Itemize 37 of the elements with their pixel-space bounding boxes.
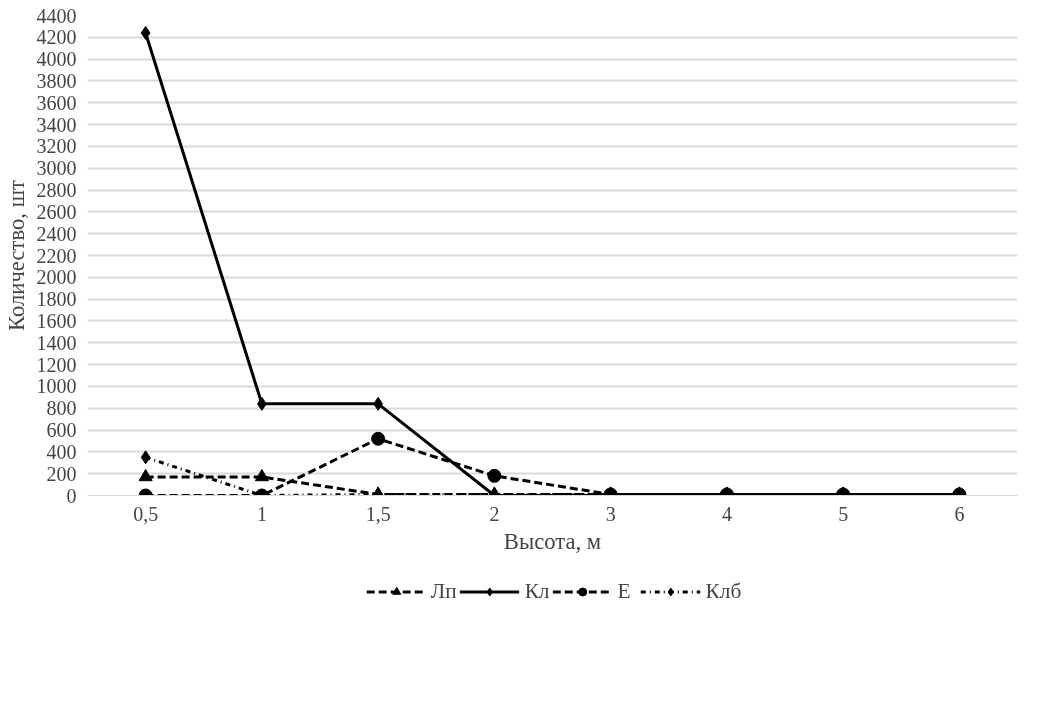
y-tick-label: 2400 — [36, 222, 77, 245]
x-tick-label: 0,5 — [133, 502, 159, 525]
y-tick-label: 0 — [66, 484, 77, 507]
x-tick-label: 6 — [954, 502, 965, 525]
y-tick-label: 2800 — [36, 179, 77, 202]
y-tick-label: 200 — [46, 462, 77, 485]
y-tick-label: 2200 — [36, 244, 77, 267]
y-tick-label: 600 — [46, 419, 77, 442]
legend-label: Клб — [705, 578, 742, 604]
y-axis-title: Количество, шт — [3, 179, 29, 331]
y-tick-label: 400 — [46, 440, 77, 463]
x-tick-label: 1,5 — [365, 502, 391, 525]
x-tick-label: 2 — [489, 502, 500, 525]
y-tick-label: 800 — [46, 397, 77, 420]
y-tick-label: 3000 — [36, 157, 77, 180]
y-tick-label: 4200 — [36, 26, 77, 49]
y-tick-label: 1400 — [36, 331, 77, 354]
y-tick-label: 1600 — [36, 309, 77, 332]
y-tick-label: 4400 — [36, 4, 77, 27]
x-tick-label: 5 — [838, 502, 849, 525]
legend-label: Лп — [430, 578, 457, 604]
y-tick-label: 3800 — [36, 69, 77, 92]
x-tick-label: 3 — [605, 502, 616, 525]
x-tick-label: 4 — [721, 502, 732, 525]
y-tick-label: 2000 — [36, 266, 77, 289]
y-tick-label: 1800 — [36, 288, 77, 311]
y-tick-label: 3600 — [36, 91, 77, 114]
x-tick-label: 1 — [256, 502, 267, 525]
legend-label: Е — [617, 578, 632, 604]
y-tick-label: 3200 — [36, 135, 77, 158]
y-tick-label: 2600 — [36, 200, 77, 223]
legend-label: Кл — [524, 578, 550, 604]
y-tick-label: 1200 — [36, 353, 77, 376]
x-axis-title: Высота, м — [503, 528, 602, 554]
y-tick-label: 1000 — [36, 375, 77, 398]
y-tick-label: 4000 — [36, 48, 77, 71]
y-tick-label: 3400 — [36, 113, 77, 136]
